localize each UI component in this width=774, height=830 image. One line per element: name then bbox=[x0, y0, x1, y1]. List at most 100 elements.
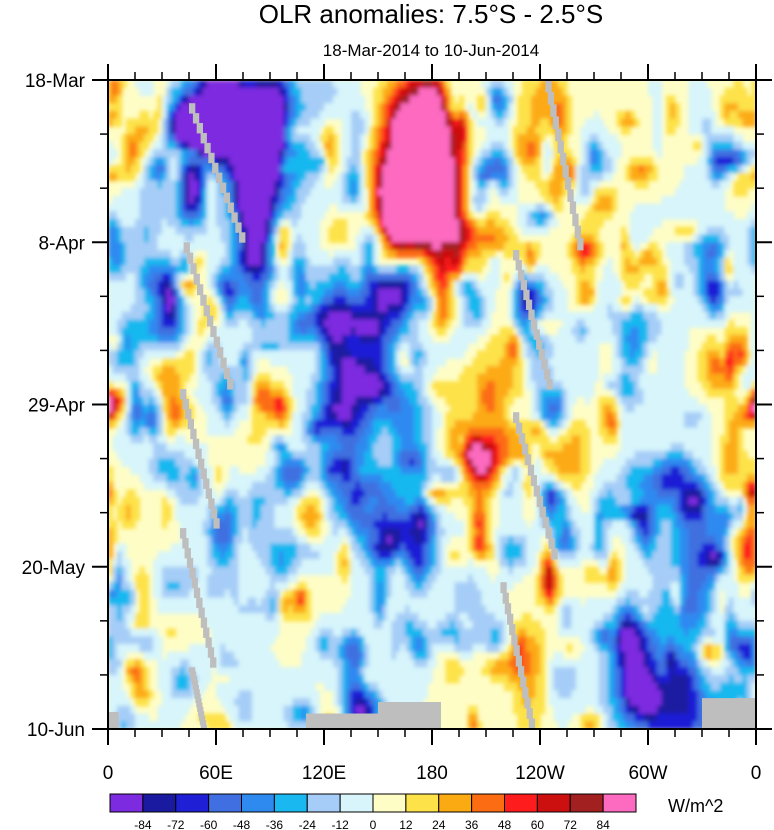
anomaly-cell bbox=[229, 396, 235, 406]
anomaly-cell bbox=[517, 203, 523, 212]
anomaly-cell bbox=[747, 389, 753, 398]
anomaly-cell bbox=[738, 134, 744, 143]
anomaly-cell bbox=[126, 126, 132, 135]
anomaly-cell bbox=[418, 373, 424, 382]
anomaly-cell bbox=[202, 373, 208, 382]
anomaly-cell bbox=[162, 234, 168, 243]
anomaly-cell bbox=[252, 311, 258, 321]
anomaly-cell bbox=[265, 226, 271, 236]
anomaly-cell bbox=[211, 242, 217, 251]
anomaly-cell bbox=[225, 273, 231, 282]
anomaly-cell bbox=[486, 358, 492, 367]
anomaly-cell bbox=[445, 103, 451, 112]
anomaly-cell bbox=[184, 373, 190, 382]
anomaly-cell bbox=[157, 273, 163, 282]
anomaly-cell bbox=[661, 327, 667, 336]
anomaly-cell bbox=[387, 87, 393, 96]
anomaly-cell bbox=[310, 149, 316, 158]
anomaly-cell bbox=[463, 126, 469, 135]
anomaly-cell bbox=[450, 257, 456, 266]
anomaly-cell bbox=[634, 342, 640, 351]
anomaly-cell bbox=[585, 134, 591, 143]
anomaly-cell bbox=[675, 342, 681, 351]
anomaly-cell bbox=[603, 296, 609, 305]
anomaly-cell bbox=[153, 342, 159, 351]
anomaly-cell bbox=[702, 195, 708, 205]
anomaly-cell bbox=[207, 172, 213, 181]
anomaly-cell bbox=[225, 350, 231, 359]
anomaly-cell bbox=[720, 296, 726, 305]
anomaly-cell bbox=[481, 365, 487, 375]
anomaly-cell bbox=[702, 257, 708, 266]
anomaly-cell bbox=[283, 250, 289, 259]
anomaly-cell bbox=[333, 373, 339, 382]
anomaly-cell bbox=[553, 273, 559, 282]
anomaly-cell bbox=[517, 95, 523, 104]
anomaly-cell bbox=[648, 211, 654, 220]
anomaly-cell bbox=[634, 265, 640, 274]
anomaly-cell bbox=[639, 203, 645, 212]
anomaly-cell bbox=[508, 304, 514, 313]
anomaly-cell bbox=[513, 165, 519, 174]
anomaly-cell bbox=[729, 280, 735, 290]
anomaly-cell bbox=[450, 381, 456, 390]
anomaly-cell bbox=[351, 350, 357, 359]
anomaly-cell bbox=[531, 203, 537, 212]
anomaly-cell bbox=[549, 311, 555, 321]
anomaly-cell bbox=[220, 250, 226, 259]
anomaly-cell bbox=[738, 226, 744, 236]
anomaly-cell bbox=[135, 219, 141, 228]
anomaly-cell bbox=[441, 250, 447, 259]
anomaly-cell bbox=[441, 165, 447, 174]
anomaly-cell bbox=[495, 134, 501, 143]
anomaly-cell bbox=[229, 126, 235, 135]
anomaly-cell bbox=[274, 226, 280, 236]
anomaly-cell bbox=[279, 165, 285, 174]
anomaly-cell bbox=[301, 265, 307, 274]
anomaly-cell bbox=[648, 319, 654, 328]
anomaly-cell bbox=[211, 203, 217, 212]
anomaly-cell bbox=[306, 118, 312, 127]
anomaly-cell bbox=[126, 373, 132, 382]
anomaly-cell bbox=[247, 350, 253, 359]
anomaly-cell bbox=[135, 126, 141, 135]
anomaly-cell bbox=[594, 195, 600, 205]
anomaly-cell bbox=[571, 365, 577, 375]
anomaly-cell bbox=[517, 350, 523, 359]
anomaly-cell bbox=[711, 319, 717, 328]
anomaly-cell bbox=[319, 273, 325, 282]
anomaly-cell bbox=[346, 110, 352, 120]
anomaly-cell bbox=[117, 118, 123, 127]
anomaly-cell bbox=[553, 172, 559, 181]
anomaly-cell bbox=[225, 311, 231, 321]
anomaly-cell bbox=[747, 265, 753, 274]
anomaly-cell bbox=[616, 389, 622, 398]
anomaly-cell bbox=[535, 80, 541, 89]
anomaly-cell bbox=[441, 280, 447, 290]
anomaly-cell bbox=[724, 288, 730, 297]
anomaly-cell bbox=[130, 280, 136, 290]
anomaly-cell bbox=[333, 226, 339, 236]
anomaly-cell bbox=[522, 80, 528, 89]
anomaly-cell bbox=[409, 141, 415, 151]
anomaly-cell bbox=[612, 311, 618, 321]
anomaly-cell bbox=[243, 118, 249, 127]
anomaly-cell bbox=[108, 404, 114, 413]
anomaly-cell bbox=[351, 172, 357, 181]
anomaly-cell bbox=[162, 95, 168, 104]
anomaly-cell bbox=[612, 319, 618, 328]
anomaly-cell bbox=[265, 172, 271, 181]
anomaly-cell bbox=[693, 110, 699, 120]
anomaly-cell bbox=[121, 304, 127, 313]
anomaly-cell bbox=[229, 273, 235, 282]
anomaly-cell bbox=[378, 311, 384, 321]
anomaly-cell bbox=[153, 404, 159, 413]
anomaly-cell bbox=[706, 280, 712, 290]
anomaly-cell bbox=[112, 311, 118, 321]
anomaly-cell bbox=[544, 195, 550, 205]
anomaly-cell bbox=[180, 195, 186, 205]
anomaly-cell bbox=[657, 103, 663, 112]
anomaly-cell bbox=[747, 257, 753, 266]
anomaly-cell bbox=[409, 296, 415, 305]
anomaly-cell bbox=[162, 381, 168, 390]
